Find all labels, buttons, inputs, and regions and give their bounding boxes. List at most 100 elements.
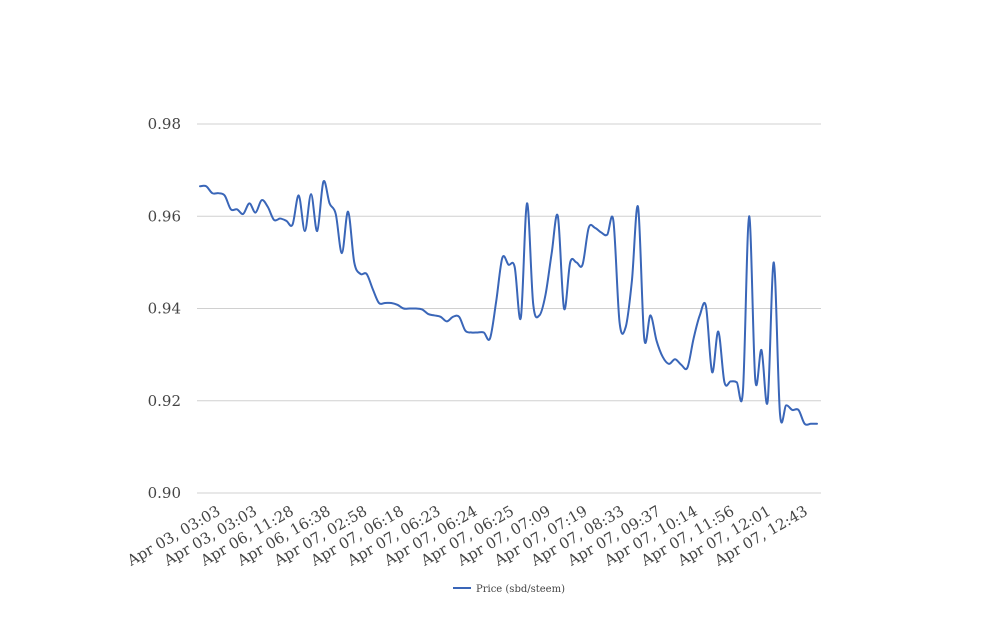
- data-point: [316, 230, 318, 232]
- data-point: [656, 340, 658, 342]
- y-axis-ticks: 0.98 0.96 0.94 0.92 0.90: [148, 115, 181, 502]
- data-point: [631, 280, 633, 282]
- data-point: [427, 313, 429, 315]
- data-point: [575, 261, 577, 263]
- data-point: [754, 379, 756, 381]
- data-point: [298, 195, 300, 197]
- data-point: [748, 215, 750, 217]
- data-point: [538, 315, 540, 317]
- data-point: [292, 224, 294, 226]
- data-point: [211, 192, 213, 194]
- data-point: [360, 273, 362, 275]
- data-point: [687, 367, 689, 369]
- data-point: [551, 252, 553, 254]
- data-point: [594, 227, 596, 229]
- data-point: [489, 338, 491, 340]
- data-point: [588, 227, 590, 229]
- data-point: [477, 332, 479, 334]
- data-point: [273, 219, 275, 221]
- data-point: [372, 288, 374, 290]
- data-point: [767, 401, 769, 403]
- series-line-price: [199, 180, 818, 426]
- data-point: [440, 316, 442, 318]
- data-point: [224, 195, 226, 197]
- data-point: [366, 273, 368, 275]
- data-point: [582, 264, 584, 266]
- data-point: [699, 315, 701, 317]
- y-tick-label: 0.92: [148, 392, 181, 410]
- data-point: [279, 218, 281, 220]
- data-point: [310, 193, 312, 195]
- data-point: [199, 185, 201, 187]
- data-point: [717, 331, 719, 333]
- data-point: [804, 423, 806, 425]
- data-point: [557, 215, 559, 217]
- data-point: [680, 364, 682, 366]
- data-point: [619, 321, 621, 323]
- data-point: [458, 316, 460, 318]
- data-point: [724, 381, 726, 383]
- data-point: [409, 308, 411, 310]
- data-point: [637, 206, 639, 208]
- data-point: [242, 213, 244, 215]
- data-point: [255, 212, 257, 214]
- data-point: [730, 380, 732, 382]
- data-point: [403, 308, 405, 310]
- data-point: [452, 316, 454, 318]
- series-layer: [199, 180, 818, 426]
- data-point: [816, 423, 818, 425]
- data-point: [662, 356, 664, 358]
- data-point: [563, 308, 565, 310]
- data-point: [304, 230, 306, 232]
- data-point: [267, 206, 269, 208]
- data-point: [606, 234, 608, 236]
- data-point: [415, 308, 417, 310]
- data-point: [600, 231, 602, 233]
- data-point: [625, 326, 627, 328]
- data-point: [650, 315, 652, 317]
- y-tick-label: 0.96: [148, 207, 181, 225]
- data-point: [501, 257, 503, 259]
- data-point: [471, 332, 473, 334]
- data-point: [384, 302, 386, 304]
- data-point: [526, 202, 528, 204]
- data-point: [779, 413, 781, 415]
- data-point: [335, 213, 337, 215]
- data-point: [508, 264, 510, 266]
- data-point: [545, 294, 547, 296]
- data-point: [798, 409, 800, 411]
- data-point: [421, 309, 423, 311]
- data-point: [668, 363, 670, 365]
- data-point: [736, 381, 738, 383]
- data-point: [705, 305, 707, 307]
- y-tick-label: 0.98: [148, 115, 181, 133]
- data-point: [236, 208, 238, 210]
- data-point: [248, 202, 250, 204]
- data-point: [791, 409, 793, 411]
- data-point: [323, 181, 325, 183]
- data-point: [230, 208, 232, 210]
- data-point: [569, 261, 571, 263]
- data-point: [483, 332, 485, 334]
- legend[interactable]: Price (sbd/steem): [453, 584, 565, 595]
- data-point: [353, 261, 355, 263]
- data-point: [761, 349, 763, 351]
- data-point: [773, 261, 775, 263]
- data-point: [612, 220, 614, 222]
- legend-label: Price (sbd/steem): [476, 584, 565, 595]
- data-point: [218, 192, 220, 194]
- data-point: [785, 404, 787, 406]
- data-point: [495, 301, 497, 303]
- data-point: [397, 304, 399, 306]
- data-point: [390, 302, 392, 304]
- data-point: [742, 390, 744, 392]
- y-tick-label: 0.90: [148, 484, 181, 502]
- data-point: [520, 317, 522, 319]
- data-point: [347, 211, 349, 213]
- data-point: [643, 338, 645, 340]
- data-point: [261, 199, 263, 201]
- grid-layer: [197, 123, 821, 494]
